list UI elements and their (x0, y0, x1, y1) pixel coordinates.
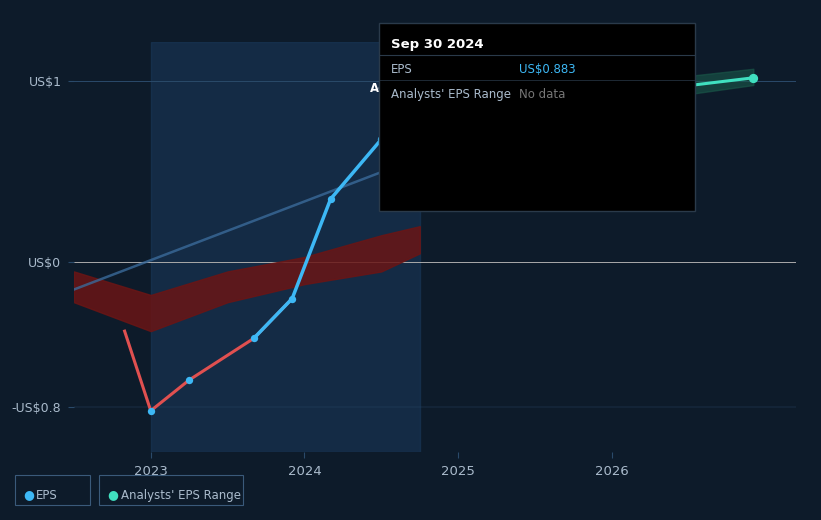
Text: ●: ● (23, 488, 34, 501)
Point (747, 74, 760, 82)
Point (567, 95, 580, 103)
Text: US$0.883: US$0.883 (519, 63, 576, 76)
Text: No data: No data (519, 88, 565, 101)
Text: ●: ● (108, 488, 118, 501)
Point (247, 334, 260, 343)
Point (182, 376, 195, 384)
Point (374, 135, 388, 144)
Text: Sep 30 2024: Sep 30 2024 (391, 38, 484, 51)
Text: Analysts' EPS Range: Analysts' EPS Range (121, 489, 241, 502)
Text: Analysts' EPS Range: Analysts' EPS Range (391, 88, 511, 101)
Point (324, 195, 337, 203)
Text: EPS: EPS (391, 63, 412, 76)
Text: Actual: Actual (370, 82, 412, 95)
Point (286, 294, 299, 303)
Point (452, 119, 465, 127)
Point (413, 98, 426, 107)
Point (144, 407, 158, 415)
Text: Analysts Forecasts: Analysts Forecasts (432, 82, 535, 92)
Bar (151, 42, 420, 452)
Text: EPS: EPS (36, 489, 57, 502)
